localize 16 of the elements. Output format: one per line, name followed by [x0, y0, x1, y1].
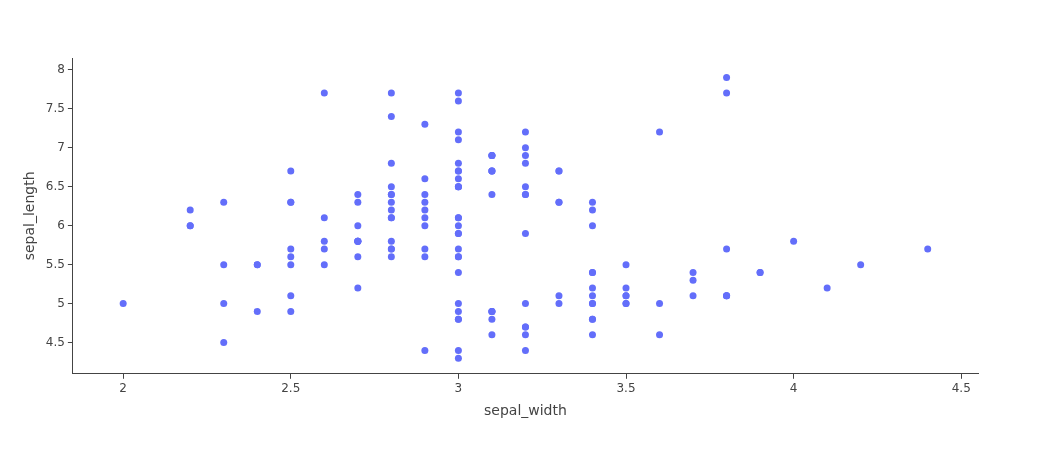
x-tick-label: 2: [119, 381, 127, 396]
y-tick-label: 4.5: [45, 334, 65, 349]
y-tick-label: 5: [57, 295, 65, 310]
x-tick-label: 3.5: [616, 381, 636, 396]
x-tick-label: 2.5: [281, 381, 301, 396]
y-tick-label: 6: [57, 217, 65, 232]
x-tick-label: 4.5: [951, 381, 971, 396]
y-tick-label: 6.5: [45, 178, 65, 193]
x-tick-label: 4: [789, 381, 798, 396]
y-tick-label: 8: [57, 61, 65, 76]
y-tick-label: 5.5: [45, 256, 65, 271]
y-tick-label: 7: [57, 139, 65, 154]
x-tick-label: 3: [454, 381, 463, 396]
y-tick-label: 7.5: [45, 100, 65, 115]
y-axis-title: sepal_length: [21, 171, 38, 261]
x-axis-title: sepal_width: [484, 402, 567, 419]
